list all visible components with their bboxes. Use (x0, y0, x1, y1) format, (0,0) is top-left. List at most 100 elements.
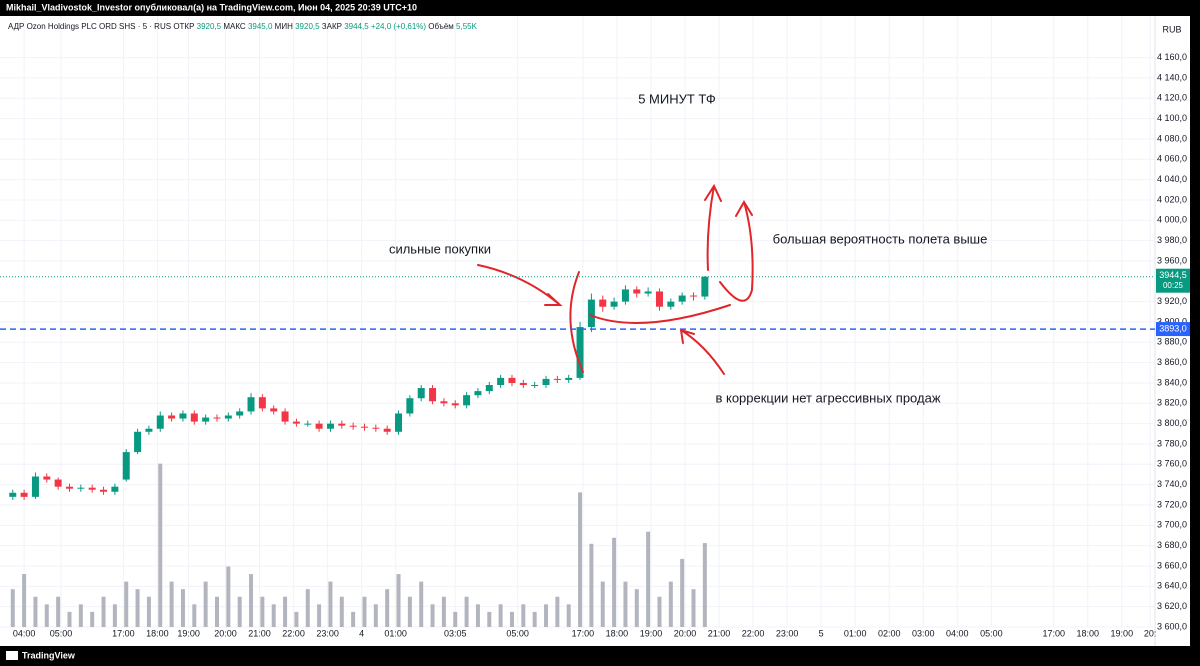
volume-bar (44, 604, 49, 627)
last-price-box (1156, 268, 1190, 293)
x-tick-label: 20:00 (674, 628, 697, 638)
candle-body (519, 382, 527, 385)
volume-bar (112, 604, 117, 627)
y-tick-label: 4 020,0 (1157, 194, 1187, 204)
candle-body (621, 289, 629, 302)
y-tick-label: 4 040,0 (1157, 174, 1187, 184)
arrow (477, 264, 563, 306)
volume-bar (487, 611, 492, 627)
candle-body (440, 401, 448, 404)
candle-body (202, 417, 210, 422)
candle-body (315, 423, 323, 429)
volume-bar (657, 596, 662, 627)
volume-bar (135, 589, 140, 627)
currency: RUB (1162, 24, 1181, 34)
candle-body (576, 327, 584, 378)
candle-body (122, 452, 130, 480)
volume-bar (90, 611, 95, 627)
curve (589, 304, 731, 324)
volume-bar (124, 581, 129, 627)
candle-body (88, 487, 96, 490)
volume-bar (396, 574, 401, 627)
arrow (679, 328, 725, 375)
hand-drawn-arrows (477, 183, 754, 375)
volume-bar (419, 581, 424, 627)
brand: TradingView (22, 650, 76, 660)
candle-body (20, 492, 28, 497)
y-tick-label: 4 160,0 (1157, 52, 1187, 62)
x-tick-label: 05:00 (980, 628, 1003, 638)
y-tick-label: 3 760,0 (1157, 459, 1187, 469)
x-tick-label: 23:00 (316, 628, 339, 638)
volume-bar (634, 589, 639, 627)
candle-body (224, 415, 232, 419)
annotation: большая вероятность полета выше (773, 231, 988, 246)
candle-body (100, 489, 108, 492)
volume-bar (203, 581, 208, 627)
volume-bar (328, 581, 333, 627)
y-tick-label: 4 120,0 (1157, 93, 1187, 103)
x-tick-label: 01:00 (844, 628, 867, 638)
x-tick-label: 17:00 (1042, 628, 1065, 638)
x-tick-label: 17:00 (112, 628, 135, 638)
volume-bar (668, 581, 673, 627)
volume-bar (271, 604, 276, 627)
x-tick-label: 18:00 (1077, 628, 1100, 638)
y-tick-label: 4 060,0 (1157, 154, 1187, 164)
volume-bar (464, 596, 469, 627)
volume-bar (430, 604, 435, 627)
volume-bar (158, 463, 163, 627)
x-tick-label: 04:00 (13, 628, 36, 638)
candle-body (326, 423, 334, 429)
legend-item: Объём (428, 22, 454, 31)
candle-body (349, 425, 357, 427)
volume-bar (192, 604, 197, 627)
annotation: сильные покупки (389, 241, 491, 256)
candle-body (395, 413, 403, 432)
publish-info: Mikhail_Vladivostok_Investor опубликовал… (6, 2, 417, 12)
x-tick-label: 20: (1144, 628, 1157, 638)
volume-bar (101, 596, 106, 627)
last-price-timer: 00:25 (1163, 281, 1184, 290)
x-tick-label: 19:00 (640, 628, 663, 638)
volume-bar (691, 589, 696, 627)
volume-bar (373, 604, 378, 627)
candle-body (644, 291, 652, 294)
brand-logo (6, 651, 18, 660)
volume-bar (249, 574, 254, 627)
volume-bar (305, 589, 310, 627)
annotation: в коррекции нет агрессивных продаж (715, 390, 940, 405)
x-tick-label: 05:00 (50, 628, 73, 638)
legend-item: 5,55K (456, 22, 478, 31)
chart-area (0, 16, 1190, 646)
candle-body (9, 492, 17, 497)
x-tick-label: 19:00 (177, 628, 200, 638)
y-tick-label: 3 800,0 (1157, 418, 1187, 428)
candle-body (372, 427, 380, 429)
candle-body (134, 431, 142, 453)
legend-item: ЗАКР (322, 22, 342, 31)
candle-body (417, 388, 425, 399)
bracket (569, 271, 584, 373)
candle-body (485, 385, 493, 392)
symbol-legend: АДР Ozon Holdings PLC ORD SHS · 5 · RUS … (8, 22, 478, 31)
x-tick-label: 23:00 (776, 628, 799, 638)
y-tick-label: 3 720,0 (1157, 499, 1187, 509)
volume-bar (385, 589, 390, 627)
y-tick-label: 3 860,0 (1157, 357, 1187, 367)
candle-body (145, 428, 153, 432)
volume-bar (441, 596, 446, 627)
candle-body (565, 377, 573, 380)
legend-item: 3920,5 (295, 22, 320, 31)
volume-bar (67, 611, 72, 627)
x-tick-label: 18:00 (606, 628, 629, 638)
hline-label: 3893,0 (1159, 323, 1187, 333)
candle-body (497, 377, 505, 385)
y-tick-label: 4 000,0 (1157, 215, 1187, 225)
y-tick-label: 3 640,0 (1157, 581, 1187, 591)
volume-bar (680, 558, 685, 627)
candle-body (281, 411, 289, 422)
marks (9, 276, 709, 627)
volume-bar (578, 492, 583, 627)
